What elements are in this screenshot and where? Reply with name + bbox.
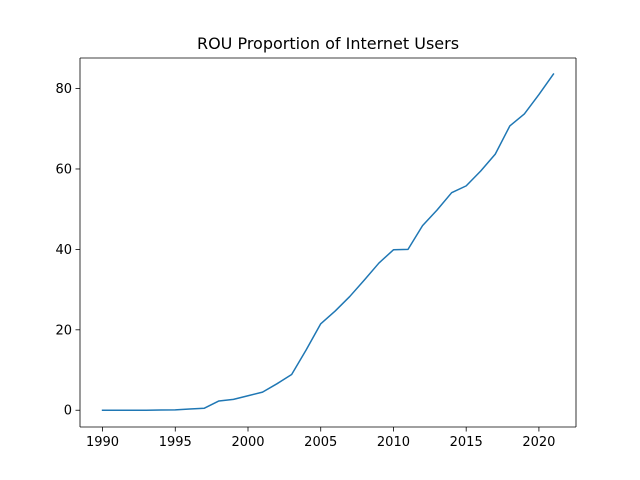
- y-tick-label-40: 40: [55, 243, 72, 258]
- y-tick-label-0: 0: [64, 404, 72, 419]
- y-tick-label-20: 20: [55, 323, 72, 338]
- chart-title: ROU Proportion of Internet Users: [197, 34, 459, 53]
- x-tick-label-2010: 2010: [377, 435, 410, 450]
- y-tick-label-80: 80: [55, 82, 72, 97]
- series-line-0: [101, 73, 555, 411]
- y-tick-label-60: 60: [55, 162, 72, 177]
- x-tick-label-1990: 1990: [86, 435, 119, 450]
- x-tick-label-2020: 2020: [522, 435, 555, 450]
- x-tick-label-1995: 1995: [159, 435, 192, 450]
- x-tick-label-2000: 2000: [231, 435, 264, 450]
- x-tick-label-2015: 2015: [450, 435, 483, 450]
- x-tick-label-2005: 2005: [304, 435, 337, 450]
